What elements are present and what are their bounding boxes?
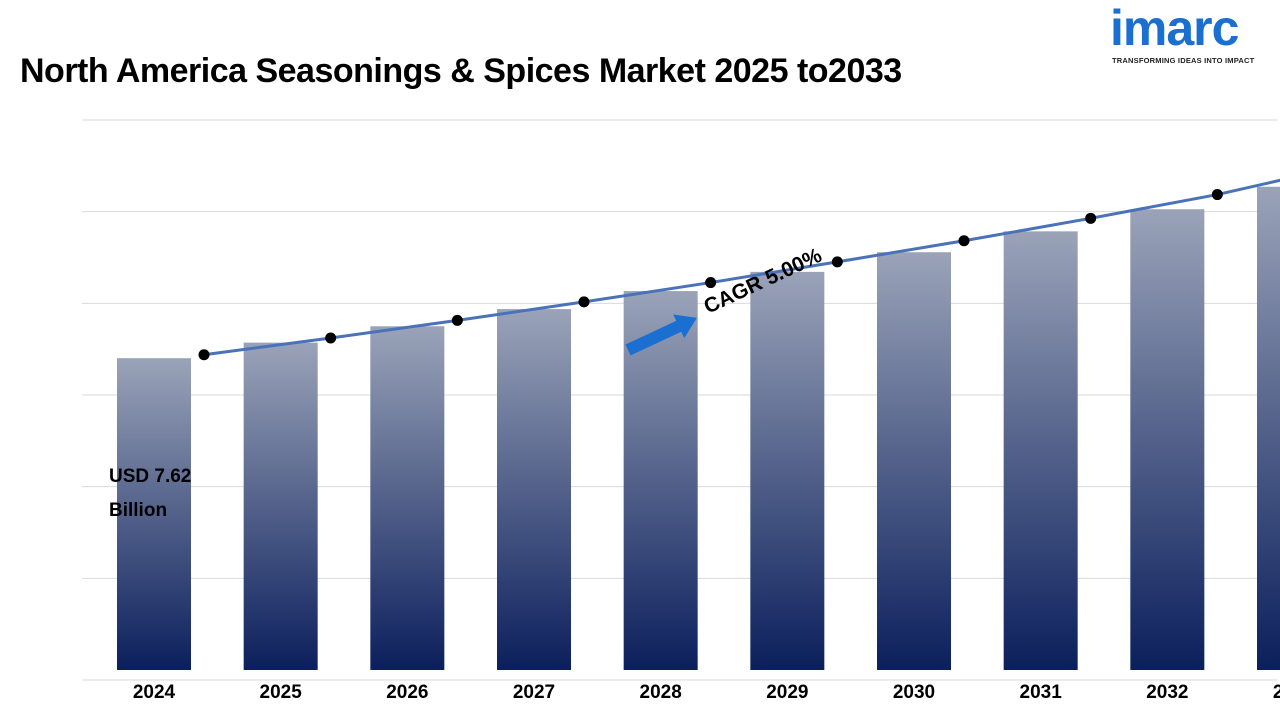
trend-point-2025 — [325, 332, 337, 344]
bar-2028 — [623, 291, 698, 670]
imarc-logo: imarc TRANSFORMING IDEAS INTO IMPACT — [1110, 0, 1275, 72]
cagr-arrow-head — [673, 314, 697, 339]
logo-tagline: TRANSFORMING IDEAS INTO IMPACT — [1112, 56, 1255, 65]
bar-2031 — [1003, 231, 1078, 671]
x-tick-2029: 2029 — [766, 682, 808, 703]
bars — [117, 186, 1280, 671]
x-tick-2026: 2026 — [386, 682, 428, 703]
bar-2025 — [243, 342, 318, 670]
trend-point-2024 — [198, 349, 210, 361]
trend-point-2030 — [958, 235, 970, 247]
x-tick-labels: 2024 2025 2026 2027 2028 2029 2030 2031 2032 2033 — [133, 682, 1280, 703]
bar-2032 — [1130, 209, 1205, 671]
trend-line — [203, 178, 1280, 357]
trend-point-2028 — [705, 277, 717, 289]
logo-wordmark: imarc — [1110, 0, 1239, 56]
trend-point-2029 — [831, 256, 843, 268]
bar-2030 — [877, 252, 951, 671]
trend-line-group — [198, 178, 1280, 361]
bar-2029 — [750, 271, 825, 670]
trend-point-2031 — [1085, 212, 1097, 224]
bar-2024 — [117, 358, 191, 670]
trend-point-2027 — [578, 296, 590, 308]
x-tick-2032: 2032 — [1146, 682, 1188, 703]
x-tick-2031: 2031 — [1020, 682, 1063, 703]
cagr-arrow-shaft — [625, 320, 684, 356]
bar-2033 — [1257, 186, 1280, 670]
x-tick-2025: 2025 — [260, 682, 303, 703]
start-value-unit-label: Billion — [109, 500, 167, 521]
trend-point-2032 — [1211, 189, 1223, 201]
x-tick-2024: 2024 — [133, 682, 176, 703]
bar-2027 — [497, 309, 571, 670]
x-tick-2028: 2028 — [640, 682, 682, 703]
chart-title: North America Seasonings & Spices Market… — [20, 52, 902, 90]
x-tick-2033: 2033 — [1273, 682, 1280, 703]
cagr-arrow — [625, 314, 697, 356]
trend-point-2026 — [451, 314, 463, 326]
bar-2026 — [370, 326, 445, 670]
x-tick-2030: 2030 — [893, 682, 935, 703]
x-tick-2027: 2027 — [513, 682, 555, 703]
start-value-label: USD 7.62 — [109, 466, 191, 487]
